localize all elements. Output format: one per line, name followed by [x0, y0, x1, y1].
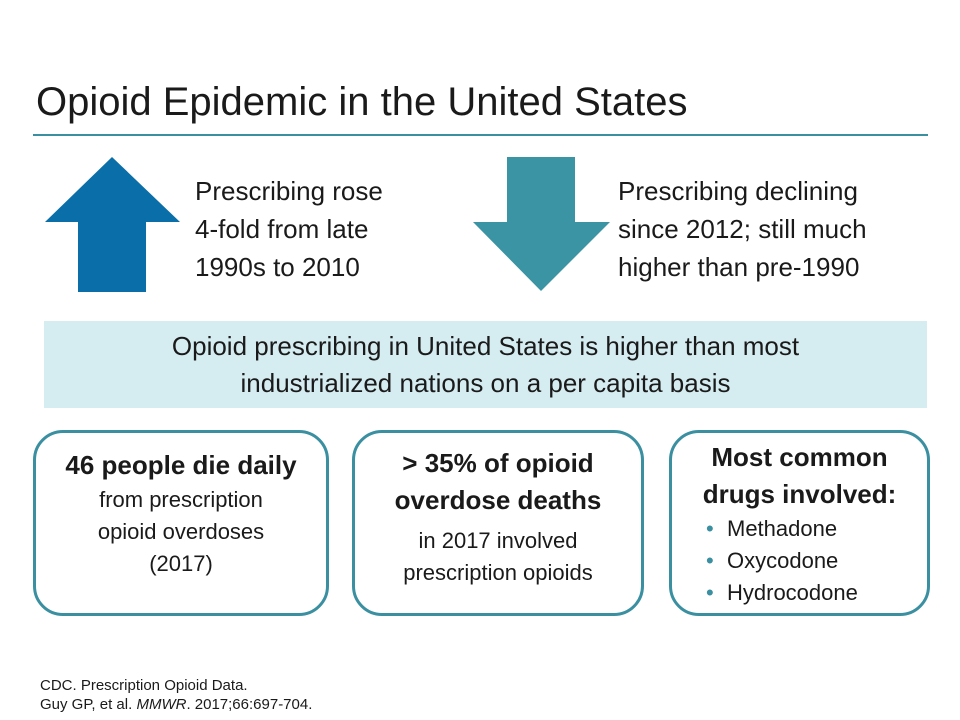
trend-line: Prescribing rose: [195, 176, 383, 206]
citation-part: MMWR: [136, 696, 187, 713]
trend-line: 1990s to 2010: [195, 252, 360, 282]
banner: Opioid prescribing in United States is h…: [44, 321, 927, 408]
trend-line: higher than pre-1990: [618, 252, 860, 282]
trend-line: Prescribing declining: [618, 176, 858, 206]
box-heading: > 35% of opioid: [402, 448, 594, 478]
slide-title: Opioid Epidemic in the United States: [36, 80, 688, 124]
citation-part: . 2017;66:697-704.: [186, 696, 313, 713]
box-heading: drugs involved:: [702, 479, 897, 509]
down-arrow: [473, 157, 610, 291]
bullet-list: MethadoneOxycodoneHydrocodone: [672, 513, 927, 609]
bullet-item: Hydrocodone: [706, 577, 927, 609]
stat-box: 46 people die daily from prescription opio…: [33, 430, 329, 616]
banner-line: Opioid prescribing in United States is h…: [171, 331, 800, 361]
bullet-item: Methadone: [706, 513, 927, 545]
box-line: in 2017 involved: [418, 528, 578, 553]
box-heading: Most common: [711, 442, 888, 472]
citations: CDC. Prescription Opioid Data. Guy GP, et…: [40, 676, 312, 714]
box-body: from prescription opioid overdoses (2017): [36, 484, 326, 580]
title-rule: [33, 134, 928, 136]
box-line: (2017): [149, 551, 213, 576]
stat-box: > 35% of opioid overdose deaths in 2017 in…: [352, 430, 644, 616]
citation-part: Guy GP, et al.: [40, 696, 137, 713]
trend-text: Prescribing rose 4-fold from late 1990s to…: [195, 172, 383, 286]
box-body: in 2017 involved prescription opioids: [355, 525, 641, 589]
trend-line: 4-fold from late: [195, 214, 369, 244]
citation: CDC. Prescription Opioid Data.: [40, 676, 312, 695]
box-line: from prescription: [99, 487, 263, 512]
citation: Guy GP, et al. MMWR. 2017;66:697-704.: [40, 695, 312, 714]
box-line: opioid overdoses: [97, 519, 265, 544]
trend-line: since 2012; still much: [618, 214, 867, 244]
stat-box: Most common drugs involved: MethadoneOxyco…: [669, 430, 930, 616]
box-line: prescription opioids: [403, 560, 593, 585]
banner-line: industrialized nations on a per capita b…: [240, 368, 731, 398]
arrows: [45, 157, 610, 292]
box-heading: 46 people die daily: [65, 450, 297, 480]
trend-text: Prescribing declining since 2012; still m…: [618, 172, 867, 286]
up-arrow: [45, 157, 180, 292]
citation-part: CDC. Prescription Opioid Data.: [40, 677, 248, 694]
bullet-item: Oxycodone: [706, 545, 927, 577]
box-heading: overdose deaths: [394, 485, 602, 515]
